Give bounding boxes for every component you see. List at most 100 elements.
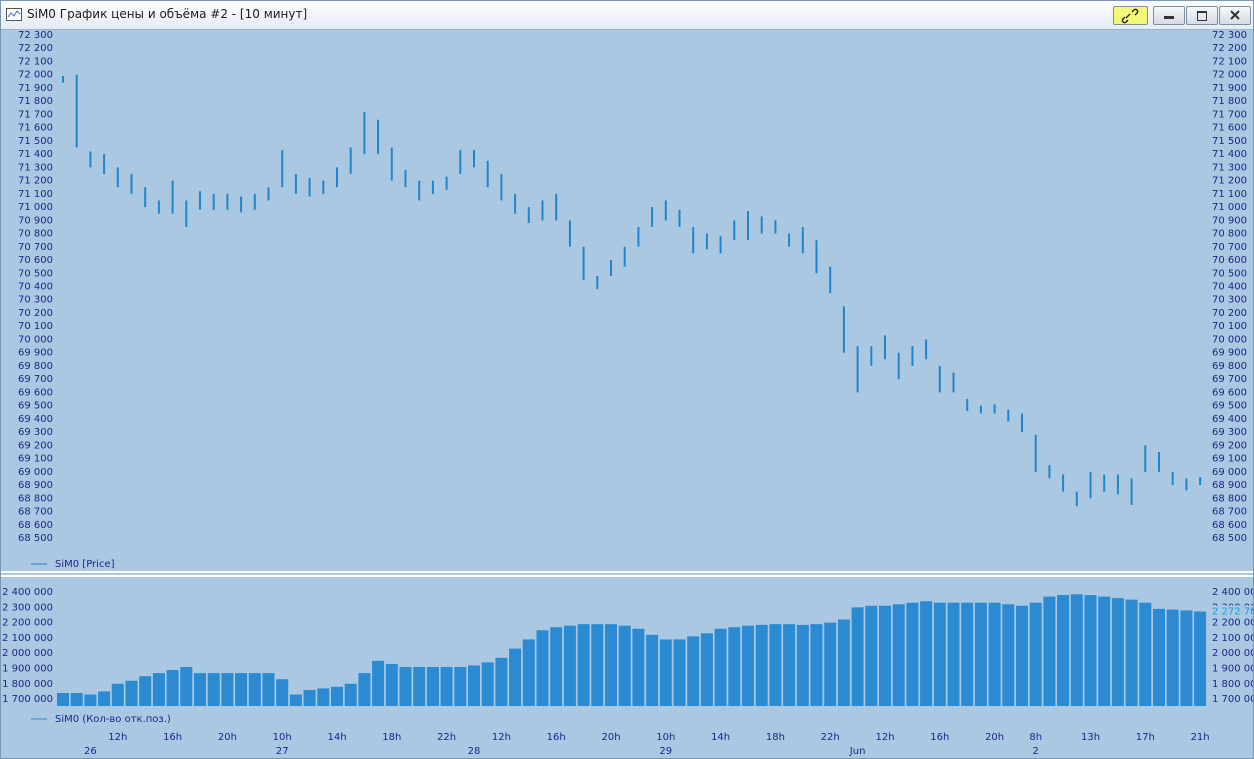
price-bar: [240, 196, 243, 213]
oi-bar: [125, 680, 138, 706]
y2-tick-label: 72 200: [1212, 43, 1247, 54]
minimize-button[interactable]: [1153, 6, 1185, 25]
x-tick-label: 8h: [1029, 732, 1042, 743]
oi-bar: [865, 605, 878, 706]
price-bar: [897, 352, 900, 380]
oi-bar: [632, 628, 645, 706]
price-bar: [1062, 474, 1065, 492]
x-tick-label: 10h: [273, 732, 292, 743]
price-bar: [842, 306, 845, 353]
price-bar: [89, 151, 92, 168]
oi-bar: [509, 648, 522, 706]
oi-bar: [358, 673, 371, 706]
oi-bar: [687, 636, 700, 706]
y-tick-label: 72 000: [18, 70, 53, 81]
oi-bar: [70, 692, 83, 706]
oi-bar: [1070, 594, 1083, 706]
price-bar: [1130, 478, 1133, 505]
price-bar: [459, 150, 462, 174]
oi-bar: [166, 670, 179, 706]
oi-bar: [289, 694, 302, 706]
y2-tick-label: 69 900: [1212, 348, 1247, 359]
link-icon: [1121, 8, 1139, 24]
price-bar: [692, 226, 695, 254]
y-tick-label: 71 600: [18, 123, 53, 134]
y2-tick-label: 1 700 000: [1212, 694, 1253, 705]
y-tick-label: 71 200: [18, 176, 53, 187]
y-tick-label: 71 500: [18, 136, 53, 147]
oi-bar: [673, 639, 686, 706]
oi-bar: [1043, 596, 1056, 706]
oi-bar: [440, 666, 453, 706]
y2-tick-label: 2 100 000: [1212, 633, 1253, 644]
price-bar: [1103, 474, 1106, 492]
oi-bar: [481, 662, 494, 706]
oi-bar: [1002, 604, 1015, 706]
price-bar: [651, 207, 654, 227]
y-tick-label: 70 600: [18, 255, 53, 266]
oi-bar: [221, 673, 234, 706]
y2-tick-label: 71 900: [1212, 83, 1247, 94]
oi-bar: [892, 604, 905, 706]
price-bar: [938, 365, 941, 393]
y2-tick-label: 71 300: [1212, 162, 1247, 173]
oi-bar: [522, 639, 535, 706]
y-tick-label: 71 100: [18, 189, 53, 200]
oi-bar: [961, 602, 974, 706]
oi-bar: [974, 602, 987, 706]
x-tick-label: 12h: [875, 732, 894, 743]
oi-bar: [152, 673, 165, 706]
y2-tick-label: 71 800: [1212, 96, 1247, 107]
oi-bar: [207, 673, 220, 706]
y2-tick-label: 70 700: [1212, 242, 1247, 253]
oi-bar: [331, 686, 343, 706]
close-button[interactable]: [1219, 6, 1251, 25]
x-tick-label: 10h: [656, 732, 675, 743]
y-tick-label: 69 700: [18, 374, 53, 385]
price-bar: [103, 154, 106, 174]
x-tick-label: 20h: [985, 732, 1004, 743]
x-tick-label: 16h: [930, 732, 949, 743]
oi-bar: [796, 624, 809, 706]
price-bar: [719, 236, 722, 254]
link-button[interactable]: [1113, 6, 1148, 25]
price-bar: [486, 160, 489, 188]
price-bar: [801, 226, 804, 254]
price-bar: [527, 207, 530, 223]
oi-bar: [605, 624, 617, 706]
y2-tick-label: 70 200: [1212, 308, 1247, 319]
oi-bar: [947, 602, 960, 706]
y2-tick-label: 71 600: [1212, 123, 1247, 134]
y2-tick-label: 71 000: [1212, 202, 1247, 213]
price-bar: [212, 193, 215, 210]
x-tick-label: 16h: [163, 732, 182, 743]
oi-bar: [659, 639, 672, 706]
oi-bar: [851, 607, 864, 706]
y2-tick-label: 70 500: [1212, 268, 1247, 279]
y2-tick-label: 70 100: [1212, 321, 1247, 332]
price-bar: [1007, 409, 1010, 422]
y2-tick-label: 69 700: [1212, 374, 1247, 385]
oi-bar: [550, 627, 563, 706]
oi-bar: [426, 666, 439, 706]
y2-tick-label: 72 300: [1212, 30, 1247, 41]
x-tick-label: 18h: [382, 732, 401, 743]
y-tick-label: 2 400 000: [2, 587, 53, 598]
price-bar: [815, 240, 818, 274]
price-bar: [733, 220, 736, 241]
price-bar: [171, 180, 174, 214]
y-tick-label: 69 100: [18, 454, 53, 465]
price-bar: [267, 187, 270, 201]
y-tick-label: 1 900 000: [2, 664, 53, 675]
y-tick-label: 70 300: [18, 295, 53, 306]
price-bar: [582, 246, 585, 280]
oi-bar: [84, 694, 97, 706]
restore-button[interactable]: [1186, 6, 1218, 25]
y-tick-label: 71 700: [18, 109, 53, 120]
close-icon: [1230, 10, 1240, 20]
price-bar: [870, 346, 873, 366]
price-bar: [993, 404, 996, 414]
price-bar: [322, 180, 325, 194]
y-tick-label: 2 200 000: [2, 618, 53, 629]
price-bar: [431, 180, 434, 194]
